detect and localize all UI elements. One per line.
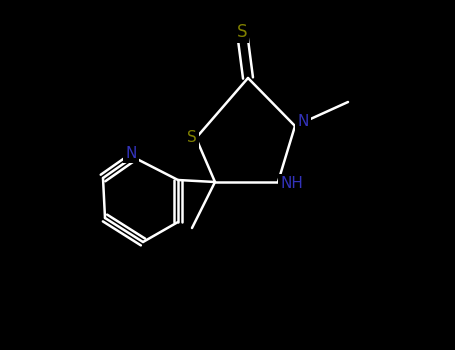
Text: N: N xyxy=(125,146,136,161)
Text: S: S xyxy=(187,131,197,146)
Text: NH: NH xyxy=(281,176,303,191)
Text: N: N xyxy=(297,114,308,130)
Text: S: S xyxy=(237,23,247,41)
